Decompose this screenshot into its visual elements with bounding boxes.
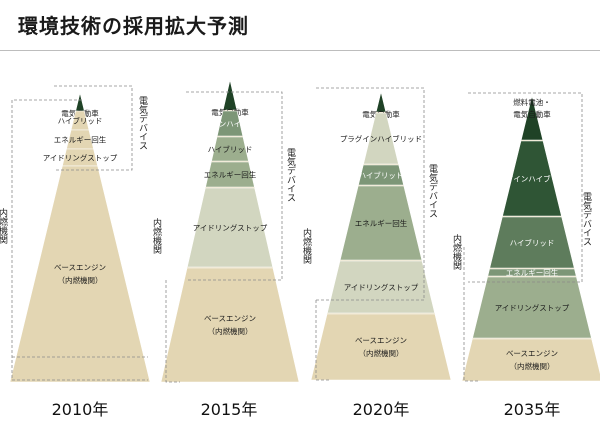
title-divider [0, 50, 600, 51]
layer-2035-5 [461, 338, 600, 382]
layer-2015-1 [216, 110, 244, 137]
electric-bracket-2015 [186, 91, 283, 281]
combustion-label-2010: 内燃機関 [0, 207, 8, 245]
layer-sublabel-2035-5: （内燃機関） [510, 361, 555, 371]
page-title: 環境技術の採用拡大予測 [18, 14, 249, 38]
layer-2035-0 [520, 95, 544, 141]
layer-label-2020-2: ハイブリッド [359, 170, 404, 180]
layer-2035-1 [502, 140, 562, 217]
combustion-bracket-2020 [315, 300, 330, 381]
year-label-2010: 2010年 [51, 400, 109, 419]
electric-bracket-2035 [468, 92, 583, 283]
layer-label-2035-5: ベースエンジン [506, 349, 558, 358]
layer-label-2010-2: エネルギー回生 [54, 135, 107, 145]
layer-2020-1 [363, 112, 399, 165]
combustion-bracket-2010 [11, 99, 148, 381]
layer-2015-4 [186, 187, 274, 268]
layer-2020-2 [358, 164, 404, 186]
combustion-label-2020: 内燃機関 [301, 227, 312, 265]
layer-label-2015-2: ハイブリッド [208, 144, 253, 154]
layer-2015-5 [160, 267, 300, 383]
layer-label-2035-4: アイドリングストップ [495, 303, 570, 313]
layer-2020-0 [375, 91, 387, 113]
layer-2015-3 [205, 161, 255, 188]
layer-2035-3 [487, 268, 577, 277]
layer-label-2020-3: エネルギー回生 [355, 218, 408, 228]
electric-label-2015: 電気デバイス [285, 148, 296, 202]
year-label-2015: 2015年 [200, 400, 258, 419]
year-label-2020: 2020年 [352, 400, 410, 419]
electric-bracket-2010 [54, 85, 133, 171]
layer-label-2015-5: ベースエンジン [204, 314, 256, 323]
layer-label-2035-0-0: 燃料電池・ [513, 97, 551, 107]
layer-label-2010-1: ハイブリッド [58, 116, 103, 126]
year-label-2035: 2035年 [503, 400, 561, 419]
layer-2035-4 [472, 276, 592, 339]
layer-sublabel-2010-4: （内燃機関） [58, 275, 103, 285]
layer-sublabel-2015-5: （内燃機関） [208, 326, 253, 336]
layer-label-2015-1: プラグインハイブリッド [189, 119, 271, 129]
layer-label-2020-5: ベースエンジン [355, 336, 407, 345]
layer-2035-2 [489, 216, 575, 269]
layer-label-2015-4: アイドリングストップ [193, 223, 268, 233]
layer-label-2010-4: ベースエンジン [54, 263, 106, 272]
layer-sublabel-2020-5: （内燃機関） [359, 348, 404, 358]
electric-label-2035: 電気デバイス [581, 192, 592, 246]
layer-label-2035-2: ハイブリッド [510, 238, 555, 248]
electric-label-2020: 電気デバイス [427, 164, 438, 218]
layer-label-2020-4: アイドリングストップ [344, 282, 419, 292]
layer-label-2035-0-1: 電気自動車 [513, 109, 551, 119]
electric-label-2010: 電気デバイス [137, 96, 148, 150]
combustion-label-2035: 内燃機関 [451, 233, 462, 271]
layer-2015-2 [211, 136, 249, 162]
layer-2020-5 [310, 313, 452, 381]
layer-label-2010-3: アイドリングストップ [43, 153, 118, 163]
layer-2015-0 [222, 79, 238, 111]
layer-2020-3 [339, 185, 423, 261]
layer-label-2015-3: エネルギー回生 [204, 170, 257, 180]
layer-label-2020-1: プラグインハイブリッド [340, 134, 422, 144]
layer-2010-4 [9, 165, 151, 383]
layer-label-2035-3: エネルギー回生 [506, 268, 559, 278]
combustion-label-2015: 内燃機関 [151, 217, 162, 255]
combustion-bracket-2015 [165, 280, 180, 383]
layer-label-2035-1: プラグインハイブリッド [491, 174, 573, 184]
